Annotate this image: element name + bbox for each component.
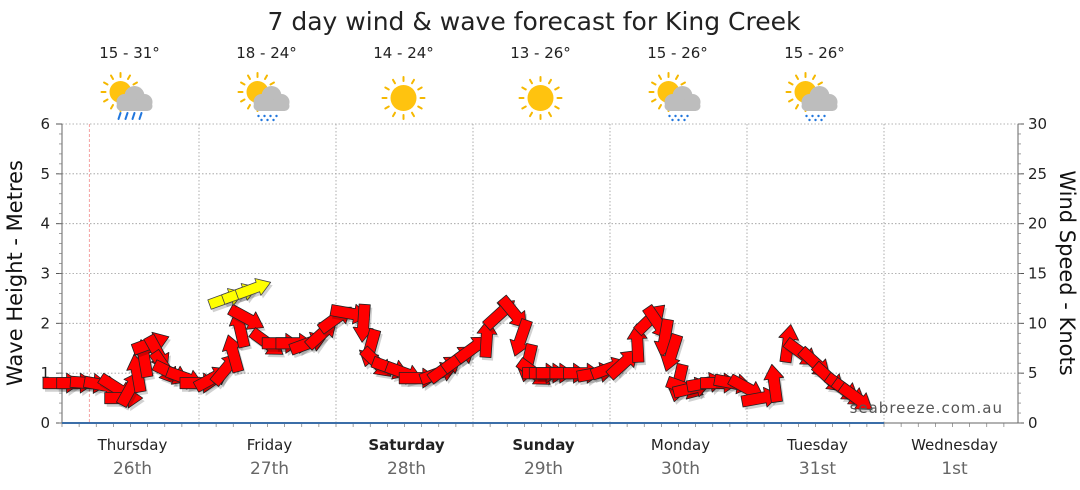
wind-arrow [837,382,873,410]
right-tick-label: 10 [1028,314,1047,332]
temperature-row: 15 - 31° 18 - 24° 14 - 24° 13 - 26° 15 - 26°… [99,44,845,62]
sun-icon [518,76,563,120]
day-name-label: Tuesday [786,436,848,454]
wind-arrow [763,363,785,404]
chart-title: 7 day wind & wave forecast for King Cree… [268,7,801,36]
left-tick-label: 0 [40,414,50,432]
left-tick-label: 6 [40,115,50,133]
watermark: seabreeze.com.au [850,399,1003,417]
day-date-label: 28th [387,459,426,479]
gust-arrow-series [207,278,273,313]
gust-arrow [234,278,272,300]
left-tick-label: 2 [40,314,50,332]
day-name-label: Sunday [512,436,575,454]
right-tick-label: 20 [1028,215,1047,233]
wind-arrow [352,303,374,343]
temperature-label: 13 - 26° [510,44,571,62]
day-name-label: Wednesday [911,436,998,454]
sun-icon [381,76,426,120]
day-date-label: 27th [250,459,289,479]
sun-cloud-drizzle-icon [785,72,838,122]
left-tick-label: 1 [40,364,50,382]
temperature-label: 15 - 26° [784,44,845,62]
left-axis-label: Wave Height - Metres [3,160,27,386]
temperature-label: 15 - 26° [647,44,708,62]
weather-icon-row [100,72,838,122]
day-name-label: Saturday [368,436,445,454]
day-labels: Thursday 26th Friday 27th Saturday 28th Sunday… [97,436,998,479]
day-name-label: Friday [247,436,293,454]
day-name-label: Thursday [97,436,168,454]
sun-cloud-drizzle-icon [648,72,701,122]
day-date-label: 29th [524,459,563,479]
day-date-label: 31st [799,459,836,479]
right-tick-label: 5 [1028,364,1038,382]
temperature-label: 18 - 24° [236,44,297,62]
day-name-label: Monday [651,436,710,454]
left-tick-label: 3 [40,265,50,283]
left-tick-label: 4 [40,215,50,233]
right-axis-label: Wind Speed - Knots [1055,170,1079,375]
day-date-label: 1st [941,459,968,479]
right-tick-label: 15 [1028,265,1047,283]
temperature-label: 14 - 24° [373,44,434,62]
wind-arrow-series [42,294,874,413]
temperature-label: 15 - 31° [99,44,160,62]
right-tick-label: 30 [1028,115,1047,133]
right-tick-label: 25 [1028,165,1047,183]
wind-arrow [497,294,527,329]
right-tick-label: 0 [1028,414,1038,432]
day-date-label: 30th [661,459,700,479]
left-tick-label: 5 [40,165,50,183]
chart-axes: 0 1 2 3 4 5 6 0 5 10 15 20 25 30 [40,115,1047,432]
wind-arrow [660,333,684,372]
sun-cloud-drizzle-icon [237,72,290,122]
day-date-label: 26th [113,459,152,479]
sun-cloud-rain-icon [100,72,153,120]
